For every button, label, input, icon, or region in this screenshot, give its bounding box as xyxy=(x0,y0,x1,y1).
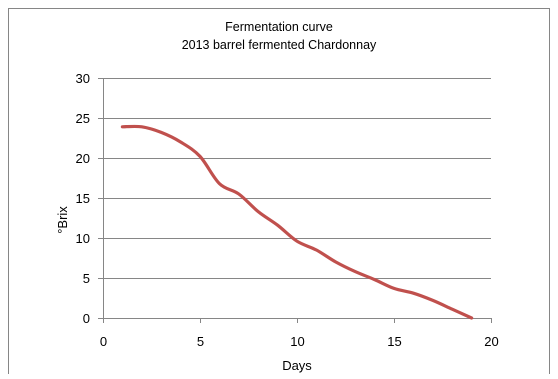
y-tick-label: 15 xyxy=(76,191,90,206)
x-tick-label: 5 xyxy=(197,334,204,349)
axes xyxy=(98,78,492,323)
x-tick-labels: 0 5 10 15 20 xyxy=(100,334,499,349)
series-line-0 xyxy=(120,124,474,320)
chart-border xyxy=(8,8,550,379)
x-tick-label: 20 xyxy=(484,334,498,349)
y-tick-label: 5 xyxy=(83,271,90,286)
y-tick-label: 30 xyxy=(76,71,90,86)
gridlines xyxy=(103,78,491,279)
chart-subtitle: 2013 barrel fermented Chardonnay xyxy=(182,38,377,52)
y-tick-label: 25 xyxy=(76,111,90,126)
y-tick-label: 0 xyxy=(83,311,90,326)
x-tick-label: 0 xyxy=(100,334,107,349)
chart-title: Fermentation curve xyxy=(225,20,333,34)
y-tick-label: 20 xyxy=(76,151,90,166)
y-axis-title: °Brix xyxy=(55,206,70,234)
series-lines xyxy=(120,124,474,320)
x-axis-title: Days xyxy=(282,358,312,373)
x-tick-label: 10 xyxy=(290,334,304,349)
x-tick-label: 15 xyxy=(387,334,401,349)
y-tick-label: 10 xyxy=(76,231,90,246)
y-tick-labels: 0 5 10 15 20 25 30 xyxy=(76,71,90,326)
